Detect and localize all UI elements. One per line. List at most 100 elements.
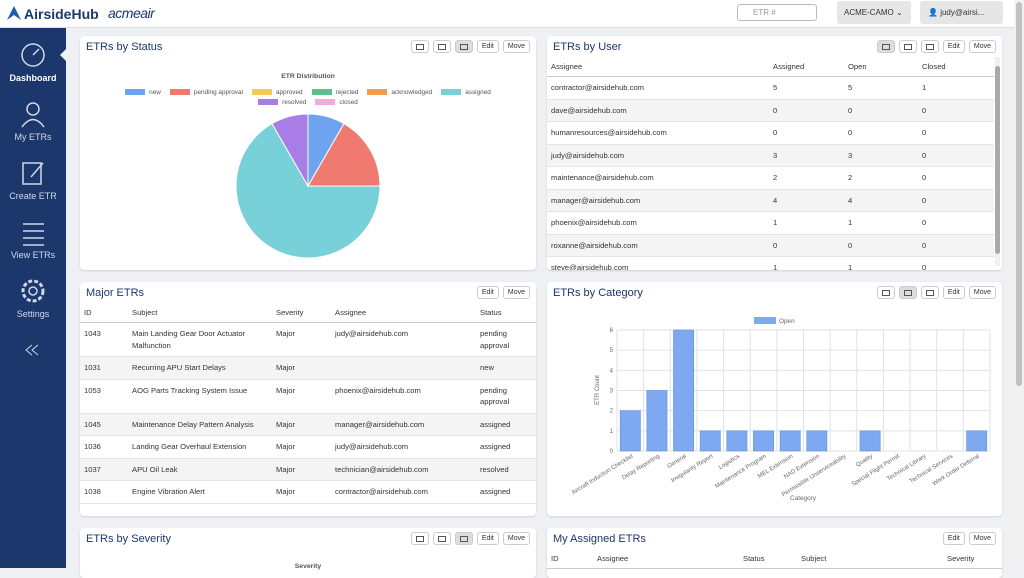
move-button[interactable]: Move: [502, 532, 530, 545]
pie-slice: [271, 113, 309, 188]
move-label: Move: [507, 535, 525, 542]
table-cell: 0: [918, 211, 994, 235]
edit-button[interactable]: Edit: [942, 532, 965, 545]
nav-item[interactable]: Settings: [0, 277, 66, 319]
table-cell: contractor@airsidehub.com: [547, 76, 769, 100]
table-row[interactable]: manager@airsidehub.com 4 4 0: [547, 189, 994, 212]
view-button[interactable]: [454, 532, 473, 545]
table-cell: 0: [918, 166, 994, 190]
edit-button[interactable]: Edit: [476, 532, 499, 545]
y-tick-label: 3: [610, 389, 614, 395]
edit-button[interactable]: Edit: [942, 40, 965, 53]
table-cell: AOG Parts Tracking System Issue: [128, 379, 272, 414]
table-row[interactable]: 1031 Recurring APU Start Delays Major new: [80, 356, 536, 380]
edit-button[interactable]: Edit: [476, 40, 499, 53]
table-row[interactable]: 1053 AOG Parts Tracking System Issue Major…: [80, 379, 536, 414]
legend-item: rejected: [311, 89, 358, 96]
view-button[interactable]: [920, 286, 939, 299]
bar: [646, 390, 668, 452]
table-scroll-thumb[interactable]: [995, 66, 1000, 254]
move-button[interactable]: Move: [968, 532, 996, 545]
table-row[interactable]: dave@airsidehub.com 0 0 0: [547, 99, 994, 122]
header-row: ID Assignee Status Subject Severity: [547, 549, 1002, 569]
move-button[interactable]: Move: [968, 286, 996, 299]
table-row[interactable]: contractor@airsidehub.com 5 5 1: [547, 76, 994, 100]
table-row[interactable]: 1043 Main Landing Gear Door Actuator Malf…: [80, 322, 536, 357]
table-cell: 0: [918, 256, 994, 270]
nav-item[interactable]: Dashboard: [0, 41, 66, 83]
column-header: Status: [476, 303, 536, 323]
nav-item[interactable]: My ETRs: [0, 100, 66, 142]
panel-title: ETRs by User: [553, 41, 622, 53]
table-row[interactable]: phoenix@airsidehub.com 1 1 0: [547, 211, 994, 235]
bar: [726, 430, 748, 452]
header-row: Assignee Assigned Open Closed: [547, 57, 994, 77]
edit-label: Edit: [481, 289, 494, 296]
view-button[interactable]: [432, 40, 451, 53]
nav-item[interactable]: Create ETR: [0, 159, 66, 201]
move-button[interactable]: Move: [502, 40, 530, 53]
y-tick-label: 5: [610, 348, 614, 354]
table-cell: Major: [272, 379, 331, 414]
view-button[interactable]: [410, 40, 429, 53]
table-cell: assigned: [476, 435, 536, 459]
column-header: Severity: [943, 549, 1002, 569]
move-label: Move: [973, 535, 991, 542]
legend-item: acknowledged: [367, 89, 432, 96]
table-row[interactable]: 1038 Engine Vibration Alert Major contracto…: [80, 480, 536, 504]
search-box[interactable]: ETR #: [737, 4, 817, 21]
legend-swatch: [441, 89, 462, 96]
sidebar: Dashboard My ETRs Create ETR View ETRs Setti…: [0, 28, 67, 568]
table-cell: roxanne@airsidehub.com: [547, 234, 769, 257]
table-cell: assigned: [476, 480, 536, 504]
pie-slice: [235, 122, 381, 259]
table-row[interactable]: judy@airsidehub.com 3 3 0: [547, 144, 994, 167]
view-button[interactable]: [454, 40, 473, 53]
move-button[interactable]: Move: [502, 286, 530, 299]
severity-panel: ETRs by Severity Edit Move Severity: [80, 528, 536, 578]
nav-label: Create ETR: [9, 191, 57, 201]
legend-item: resolved: [258, 99, 306, 106]
toolbar: Edit Move: [876, 40, 996, 53]
table-row[interactable]: 1037 APU Oil Leak Major technician@airsideh…: [80, 458, 536, 481]
table-row[interactable]: maintenance@airsidehub.com 2 2 0: [547, 166, 994, 190]
view-button[interactable]: [920, 40, 939, 53]
move-button[interactable]: Move: [968, 40, 996, 53]
collapse-icon[interactable]: [24, 344, 40, 356]
table-cell: Major: [272, 413, 331, 436]
view-button[interactable]: [432, 532, 451, 545]
view-button[interactable]: [898, 40, 917, 53]
table-cell: 0: [918, 121, 994, 145]
table-row[interactable]: 1045 Maintenance Delay Pattern Analysis Ma…: [80, 413, 536, 436]
toolbar: Edit Move: [942, 532, 996, 545]
table-cell: 0: [769, 121, 844, 145]
org-dropdown[interactable]: ACME-CAMO ⌄: [837, 1, 911, 24]
table-cell: 1053: [80, 379, 128, 414]
table-cell: 1: [918, 76, 994, 100]
x-axis-label: Category: [790, 495, 817, 502]
nav-icon: [22, 162, 44, 185]
table-cell: 3: [769, 144, 844, 167]
view-button[interactable]: [898, 286, 917, 299]
scroll-thumb[interactable]: [1016, 2, 1022, 386]
nav-item[interactable]: View ETRs: [0, 218, 66, 260]
edit-button[interactable]: Edit: [476, 286, 499, 299]
view-button[interactable]: [410, 532, 429, 545]
view-button[interactable]: [876, 40, 895, 53]
table-cell: 0: [918, 99, 994, 122]
table-cell: assigned: [476, 413, 536, 436]
user-name: judy@airsi...: [940, 8, 985, 17]
edit-button[interactable]: Edit: [942, 286, 965, 299]
page-scrollbar[interactable]: [1014, 0, 1024, 568]
nav-icon: [21, 279, 45, 303]
table-row[interactable]: steve@airsidehub.com 1 1 0: [547, 256, 994, 270]
user-dropdown[interactable]: 👤 judy@airsi...: [920, 1, 1003, 24]
table-row[interactable]: 1036 Landing Gear Overhaul Extension Major…: [80, 435, 536, 459]
table-row[interactable]: roxanne@airsidehub.com 0 0 0: [547, 234, 994, 257]
table-cell: 1043: [80, 322, 128, 357]
table-row[interactable]: humanresources@airsidehub.com 0 0 0: [547, 121, 994, 145]
view-icon: [881, 43, 890, 50]
view-button[interactable]: [876, 286, 895, 299]
column-header: ID: [80, 303, 128, 323]
table-cell: 0: [769, 99, 844, 122]
